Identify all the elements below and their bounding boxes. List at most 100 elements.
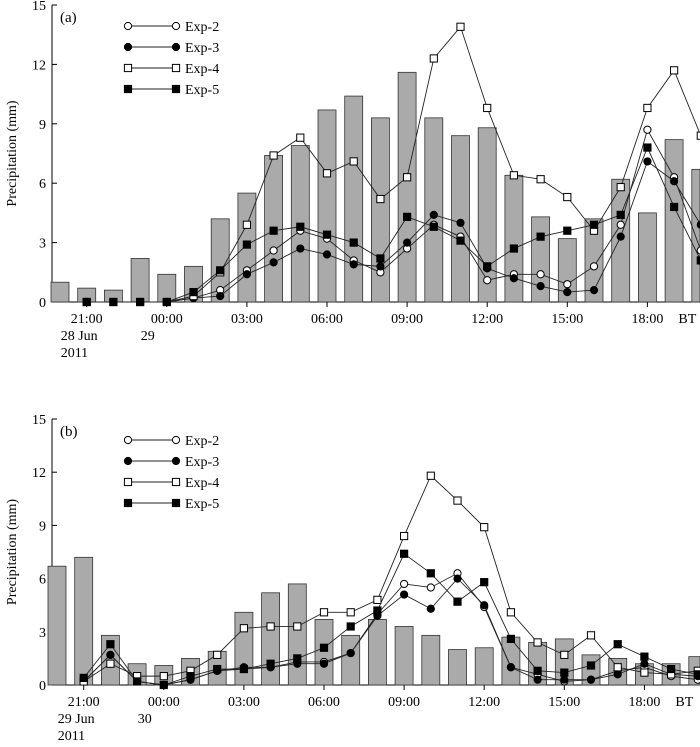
data-point — [696, 246, 700, 255]
data-point — [269, 258, 278, 267]
data-point — [506, 663, 515, 672]
data-point — [586, 661, 596, 670]
x-tick-label: 18:00 — [631, 312, 663, 327]
x-tick-label: 29 — [141, 329, 155, 344]
legend-marker — [123, 84, 133, 94]
data-point — [670, 66, 679, 75]
y-tick-label: 0 — [39, 679, 46, 694]
data-point — [613, 640, 622, 649]
x-tick-label: 09:00 — [388, 695, 420, 710]
data-point — [586, 631, 596, 640]
data-point — [269, 226, 278, 235]
data-point — [322, 250, 332, 259]
data-point — [293, 654, 302, 663]
series-line — [86, 160, 700, 303]
observed-bar — [50, 281, 70, 303]
x-tick-label: 21:00 — [68, 695, 100, 710]
time-zone-label: BT — [675, 695, 693, 710]
data-point — [429, 222, 438, 231]
data-point — [79, 673, 88, 683]
observed-bar — [234, 611, 254, 686]
x-tick-label: 06:00 — [311, 312, 343, 327]
observed-bar — [261, 592, 281, 686]
data-point — [616, 183, 625, 192]
data-point — [640, 659, 649, 668]
data-point — [563, 280, 572, 289]
data-point — [509, 274, 519, 283]
legend-label: Exp-2 — [185, 20, 219, 35]
data-point — [563, 288, 572, 297]
data-point — [213, 650, 222, 659]
data-point — [109, 297, 118, 307]
data-point — [560, 668, 569, 677]
data-point — [536, 175, 545, 184]
data-point — [480, 601, 489, 610]
y-tick-label: 3 — [39, 237, 46, 252]
data-point — [506, 608, 515, 617]
data-point — [453, 574, 462, 583]
data-point — [456, 22, 465, 31]
legend-marker — [123, 42, 133, 52]
y-tick-label: 6 — [39, 177, 46, 192]
observed-bar — [421, 634, 441, 686]
data-point — [533, 666, 542, 675]
observed-bar — [638, 212, 657, 303]
data-point — [266, 659, 275, 668]
data-point — [456, 236, 465, 245]
data-point — [589, 286, 599, 295]
data-point — [640, 652, 649, 661]
x-tick-label: 03:00 — [228, 695, 260, 710]
legend-label: Exp-3 — [185, 455, 219, 470]
data-point — [269, 151, 278, 160]
data-point — [426, 583, 435, 592]
data-point — [216, 266, 225, 275]
data-point — [296, 244, 305, 253]
x-tick-label: 2011 — [61, 346, 88, 361]
series-exp-5 — [79, 549, 700, 690]
legend-marker — [171, 84, 181, 94]
data-point — [296, 222, 305, 231]
data-point — [239, 664, 249, 674]
x-tick-label: 09:00 — [391, 312, 423, 327]
legend-marker — [171, 435, 181, 445]
legend-marker — [171, 477, 181, 487]
x-tick-label: 21:00 — [71, 312, 103, 327]
time-zone-label: BT — [678, 312, 696, 327]
y-axis-label: Precipitation (mm) — [5, 100, 20, 206]
chart-panel-a: 0 3 6 9 12 15 Precipitation (mm) (a) 21:00 28 Jun… — [5, 0, 700, 361]
data-point — [266, 622, 275, 631]
data-point — [349, 157, 358, 166]
data-point — [426, 604, 435, 613]
data-point — [536, 270, 545, 279]
observed-bar — [664, 139, 684, 303]
data-point — [480, 578, 489, 587]
data-point — [269, 246, 278, 255]
data-point — [213, 664, 222, 674]
legend-label: Exp-2 — [185, 434, 219, 449]
legend-marker — [171, 42, 181, 52]
data-point — [640, 668, 649, 677]
observed-bar — [157, 273, 177, 303]
data-point — [426, 471, 435, 480]
data-point — [319, 608, 329, 617]
data-point — [533, 675, 542, 684]
series-exp-5 — [82, 143, 700, 307]
data-point — [186, 672, 195, 681]
data-point — [613, 663, 622, 672]
observed-bar — [531, 216, 550, 303]
data-point — [319, 643, 329, 652]
legend-marker — [123, 21, 133, 31]
observed-bar — [344, 95, 364, 303]
data-point — [536, 232, 545, 241]
panel-label: (a) — [60, 10, 77, 26]
data-point — [403, 238, 412, 247]
legend-label: Exp-4 — [185, 62, 219, 77]
data-point — [349, 238, 358, 247]
data-point — [82, 297, 91, 307]
data-point — [400, 590, 409, 599]
observed-bar — [474, 647, 494, 686]
x-tick-label: 06:00 — [308, 695, 340, 710]
observed-bar — [341, 634, 361, 686]
observed-bar — [317, 109, 337, 303]
